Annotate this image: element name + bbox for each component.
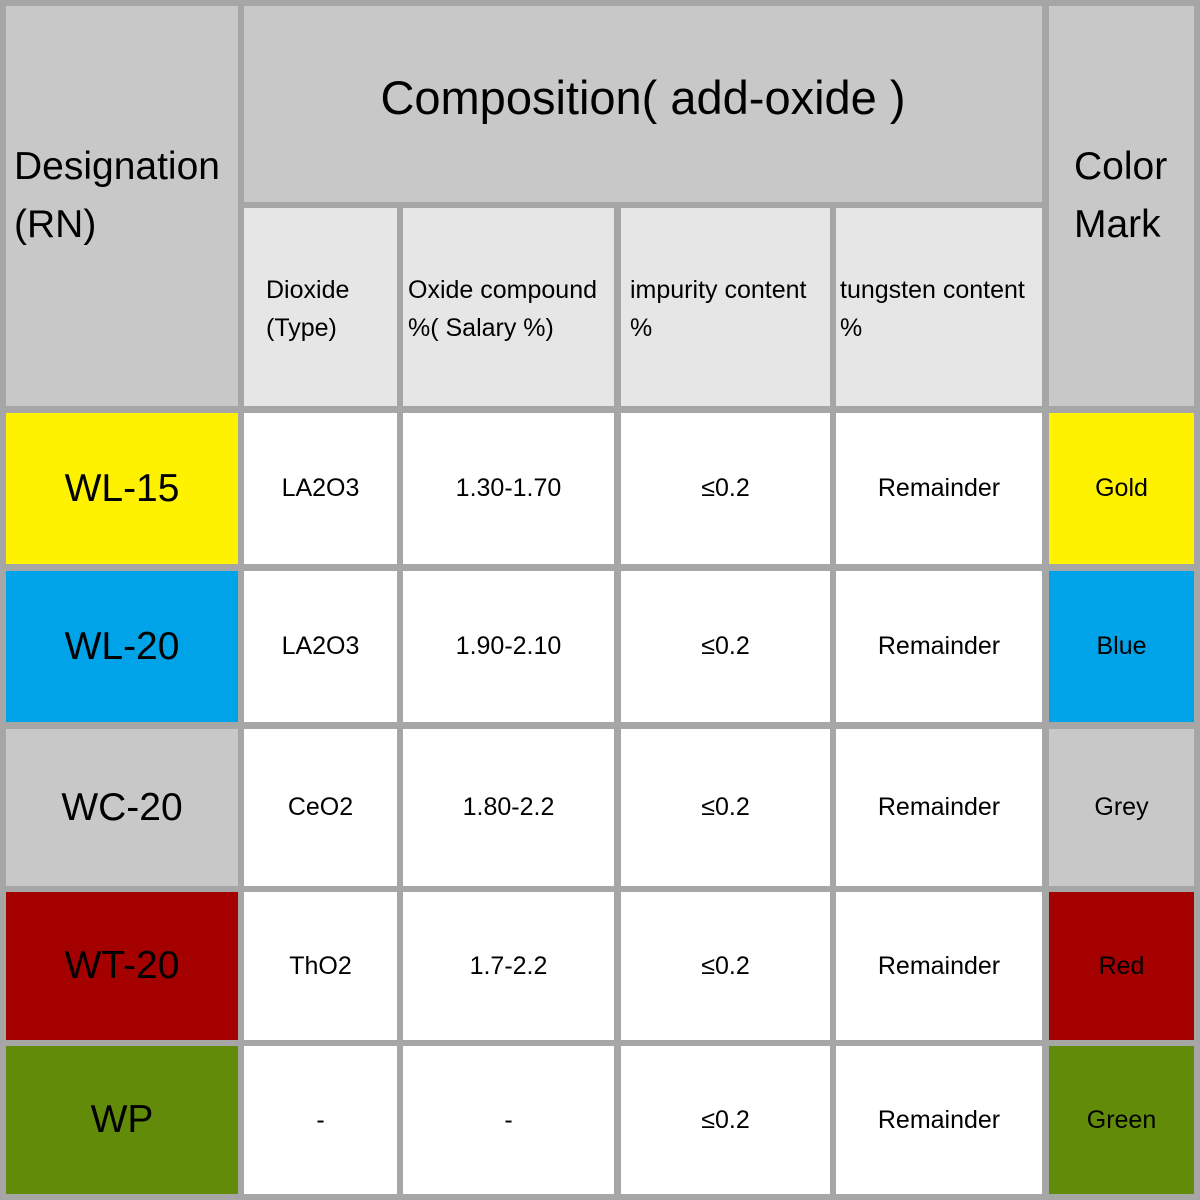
oxide-compound-value: 1.30-1.70: [455, 474, 562, 502]
tungsten-cell: Remainder: [836, 729, 1042, 886]
color-mark-cell: Red: [1049, 892, 1194, 1040]
impurity-cell: ≤0.2: [621, 571, 830, 722]
impurity-cell: ≤0.2: [621, 413, 830, 564]
tungsten-cell: Remainder: [836, 413, 1042, 564]
oxide-compound-value: 1.7-2.2: [469, 951, 548, 980]
oxide-compound-cell: -: [403, 1046, 614, 1194]
color-mark-value: Red: [1098, 951, 1145, 980]
color-mark-value: Green: [1086, 1105, 1157, 1134]
color-mark-cell: Green: [1049, 1046, 1194, 1194]
dioxide-cell: CeO2: [244, 729, 397, 886]
designation-cell: WL-15: [6, 413, 238, 564]
designation-cell: WL-20: [6, 571, 238, 722]
header-designation-label: Designation (RN): [14, 145, 220, 246]
impurity-value: ≤0.2: [701, 632, 750, 660]
impurity-cell: ≤0.2: [621, 892, 830, 1040]
header-dioxide-type-label: Dioxide (Type): [266, 276, 350, 342]
oxide-compound-cell: 1.7-2.2: [403, 892, 614, 1040]
dioxide-cell: LA2O3: [244, 571, 397, 722]
header-color-mark-label: Color Mark: [1074, 145, 1168, 246]
tungsten-value: Remainder: [877, 632, 1001, 660]
oxide-compound-value: 1.90-2.10: [455, 632, 562, 660]
header-oxide-compound-label: Oxide compound %( Salary %): [408, 276, 598, 342]
oxide-compound-value: -: [504, 1105, 513, 1134]
oxide-compound-value: 1.80-2.2: [462, 793, 555, 821]
color-mark-cell: Gold: [1049, 413, 1194, 564]
oxide-compound-cell: 1.90-2.10: [403, 571, 614, 722]
impurity-value: ≤0.2: [701, 474, 750, 502]
tungsten-cell: Remainder: [836, 1046, 1042, 1194]
color-mark-value: Blue: [1096, 632, 1147, 660]
tungsten-value: Remainder: [877, 1105, 1001, 1134]
header-oxide-compound: Oxide compound %( Salary %): [403, 208, 614, 406]
dioxide-value: LA2O3: [281, 474, 360, 502]
header-color-mark: Color Mark: [1049, 6, 1194, 406]
color-mark-cell: Grey: [1049, 729, 1194, 886]
tungsten-value: Remainder: [877, 951, 1001, 980]
color-mark-value: Gold: [1095, 474, 1148, 502]
designation-label: WC-20: [61, 785, 183, 829]
impurity-value: ≤0.2: [701, 793, 750, 821]
tungsten-value: Remainder: [877, 793, 1001, 821]
header-composition-label: Composition( add-oxide ): [380, 71, 906, 124]
designation-label: WT-20: [64, 944, 180, 987]
dioxide-cell: LA2O3: [244, 413, 397, 564]
tungsten-cell: Remainder: [836, 571, 1042, 722]
designation-label: WL-20: [64, 624, 180, 668]
header-impurity-content: impurity content %: [621, 208, 830, 406]
dioxide-value: CeO2: [287, 793, 354, 821]
tungsten-value: Remainder: [877, 474, 1001, 502]
designation-label: WL-15: [64, 466, 180, 510]
color-mark-cell: Blue: [1049, 571, 1194, 722]
designation-cell: WT-20: [6, 892, 238, 1040]
header-composition: Composition( add-oxide ): [244, 6, 1042, 202]
color-mark-value: Grey: [1094, 793, 1149, 821]
tungsten-cell: Remainder: [836, 892, 1042, 1040]
header-impurity-content-label: impurity content %: [630, 276, 807, 342]
header-designation: Designation (RN): [6, 6, 238, 406]
dioxide-cell: ThO2: [244, 892, 397, 1040]
impurity-cell: ≤0.2: [621, 1046, 830, 1194]
impurity-value: ≤0.2: [701, 1105, 750, 1134]
oxide-compound-cell: 1.30-1.70: [403, 413, 614, 564]
designation-cell: WP: [6, 1046, 238, 1194]
header-tungsten-content-label: tungsten content %: [840, 276, 1025, 342]
impurity-cell: ≤0.2: [621, 729, 830, 886]
dioxide-value: -: [316, 1105, 325, 1134]
dioxide-value: LA2O3: [281, 632, 360, 660]
impurity-value: ≤0.2: [701, 951, 750, 980]
header-tungsten-content: tungsten content %: [836, 208, 1042, 406]
header-dioxide-type: Dioxide (Type): [244, 208, 397, 406]
designation-cell: WC-20: [6, 729, 238, 886]
designation-label: WP: [90, 1098, 154, 1141]
oxide-compound-cell: 1.80-2.2: [403, 729, 614, 886]
dioxide-cell: -: [244, 1046, 397, 1194]
dioxide-value: ThO2: [289, 951, 352, 980]
